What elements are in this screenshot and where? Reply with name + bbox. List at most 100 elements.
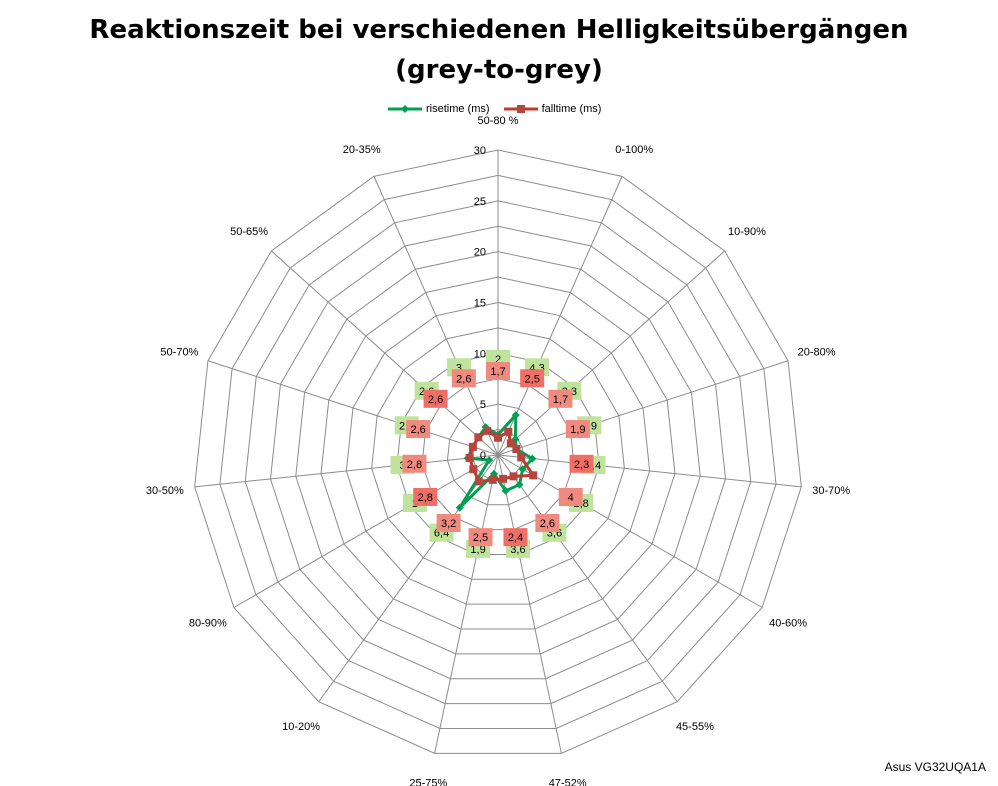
risetime-point <box>528 454 537 463</box>
falltime-point <box>529 471 538 480</box>
grid-ring <box>345 301 651 605</box>
tick-label: 20 <box>474 247 486 259</box>
falltime-point <box>504 427 513 436</box>
category-label: 30-50% <box>146 485 184 497</box>
falltime-value-label: 1,7 <box>490 366 505 378</box>
grid-spoke <box>271 250 499 456</box>
grid-spoke <box>497 454 802 488</box>
grid-spoke <box>434 454 499 754</box>
falltime-point <box>488 475 497 484</box>
falltime-value-label-box <box>468 528 493 547</box>
grid-ring <box>219 174 777 729</box>
legend-label-risetime: risetime (ms) <box>426 103 490 115</box>
falltime-point <box>469 465 478 474</box>
grid-ring <box>295 251 701 655</box>
grid-spoke <box>497 360 789 456</box>
falltime-value-label-box <box>436 513 461 532</box>
falltime-value-label-box <box>406 420 431 439</box>
chart-title-line-1: Reaktionszeit bei verschiedenen Helligke… <box>89 15 909 45</box>
falltime-value-label: 2,5 <box>473 532 488 544</box>
grid-ring <box>371 327 625 580</box>
value-label-boxes: 24,32,31,93,42,83,63,61,96,4132,62,631,7… <box>390 350 606 558</box>
tick-label: 5 <box>480 399 486 411</box>
falltime-value-label-box <box>503 528 528 547</box>
falltime-value-label-box <box>423 389 448 408</box>
grid-ring <box>194 149 802 754</box>
falltime-value-label: 2,3 <box>574 459 589 471</box>
falltime-value-label-box <box>402 454 427 473</box>
legend: risetime (ms) falltime (ms) <box>388 100 601 118</box>
risetime-value-label: 3 <box>456 362 462 374</box>
category-label: 0-100% <box>615 144 653 156</box>
risetime-point <box>485 456 494 465</box>
risetime-point <box>455 503 464 512</box>
falltime-value-label: 4 <box>568 492 574 504</box>
falltime-point <box>509 472 518 481</box>
legend-risetime-marker-icon <box>388 105 422 113</box>
falltime-value-label-box <box>535 513 560 532</box>
legend-item-risetime: risetime (ms) <box>388 103 490 115</box>
falltime-value-label-box <box>520 369 545 388</box>
grid-ring <box>396 352 600 555</box>
falltime-point <box>512 445 521 454</box>
grid-spoke <box>497 176 623 456</box>
falltime-value-label-box <box>558 488 583 506</box>
falltime-point <box>483 426 492 435</box>
category-label: 10-90% <box>728 226 766 238</box>
category-label: 20-80% <box>798 346 836 358</box>
category-label: 25-75% <box>409 778 447 786</box>
falltime-value-label: 2,6 <box>428 394 443 406</box>
grid-ring <box>421 378 575 531</box>
grid-ring <box>446 403 550 506</box>
risetime-value-label: 2 <box>495 354 501 366</box>
falltime-value-label-box <box>413 488 438 506</box>
tick-label: 30 <box>474 145 486 157</box>
chart-title-line-2: (grey-to-grey) <box>395 55 603 85</box>
radar-grid <box>194 149 802 754</box>
category-label: 40-60% <box>769 618 807 630</box>
grid-spoke <box>194 454 499 488</box>
grid-spoke <box>207 360 499 456</box>
category-label: 50-80 % <box>478 115 519 127</box>
falltime-value-label: 2,4 <box>508 532 523 544</box>
category-labels: 50-80 % 0-100% 10-90% 20-80% 30-70% 40-60% 45-… <box>146 115 850 786</box>
grid-spoke <box>497 454 562 754</box>
tick-label: 25 <box>474 196 486 208</box>
chart-title: Reaktionszeit bei verschiedenen Helligke… <box>0 10 998 90</box>
legend-label-falltime: falltime (ms) <box>541 103 602 115</box>
falltime-value-label: 2,5 <box>525 373 540 385</box>
legend-item-falltime: falltime (ms) <box>503 103 602 115</box>
category-label: 80-90% <box>189 618 227 630</box>
radial-ticks: 0 5 10 15 20 25 30 <box>474 145 486 462</box>
falltime-value-label: 2,8 <box>407 459 422 471</box>
risetime-point <box>515 480 524 489</box>
risetime-value-label: 3,6 <box>510 544 525 556</box>
falltime-value-label-box <box>486 362 510 380</box>
category-label: 47-52% <box>549 778 587 786</box>
series-lines <box>455 411 538 512</box>
grid-spoke <box>497 454 763 608</box>
falltime-value-label: 2,8 <box>418 492 433 504</box>
category-label: 50-65% <box>230 226 268 238</box>
category-label: 10-20% <box>282 721 320 733</box>
falltime-value-label-box <box>569 454 594 473</box>
falltime-value-label: 3,2 <box>441 518 456 530</box>
grid-ring <box>320 276 676 630</box>
grid-spoke <box>373 176 499 456</box>
category-label: 50-70% <box>160 346 198 358</box>
falltime-value-label: 1,7 <box>553 394 568 406</box>
falltime-value-label: 2,6 <box>540 518 555 530</box>
falltime-point <box>494 433 502 442</box>
grid-ring <box>244 200 752 705</box>
watermark: Asus VG32UQA1A <box>884 760 986 774</box>
category-label: 30-70% <box>812 485 850 497</box>
tick-label: 15 <box>474 298 486 310</box>
falltime-point <box>465 453 474 462</box>
falltime-point <box>517 453 526 462</box>
tick-label: 10 <box>474 348 486 360</box>
falltime-value-label: 2,6 <box>456 373 471 385</box>
tick-label: 0 <box>480 450 486 462</box>
falltime-point <box>468 442 477 451</box>
category-label: 45-55% <box>676 721 714 733</box>
